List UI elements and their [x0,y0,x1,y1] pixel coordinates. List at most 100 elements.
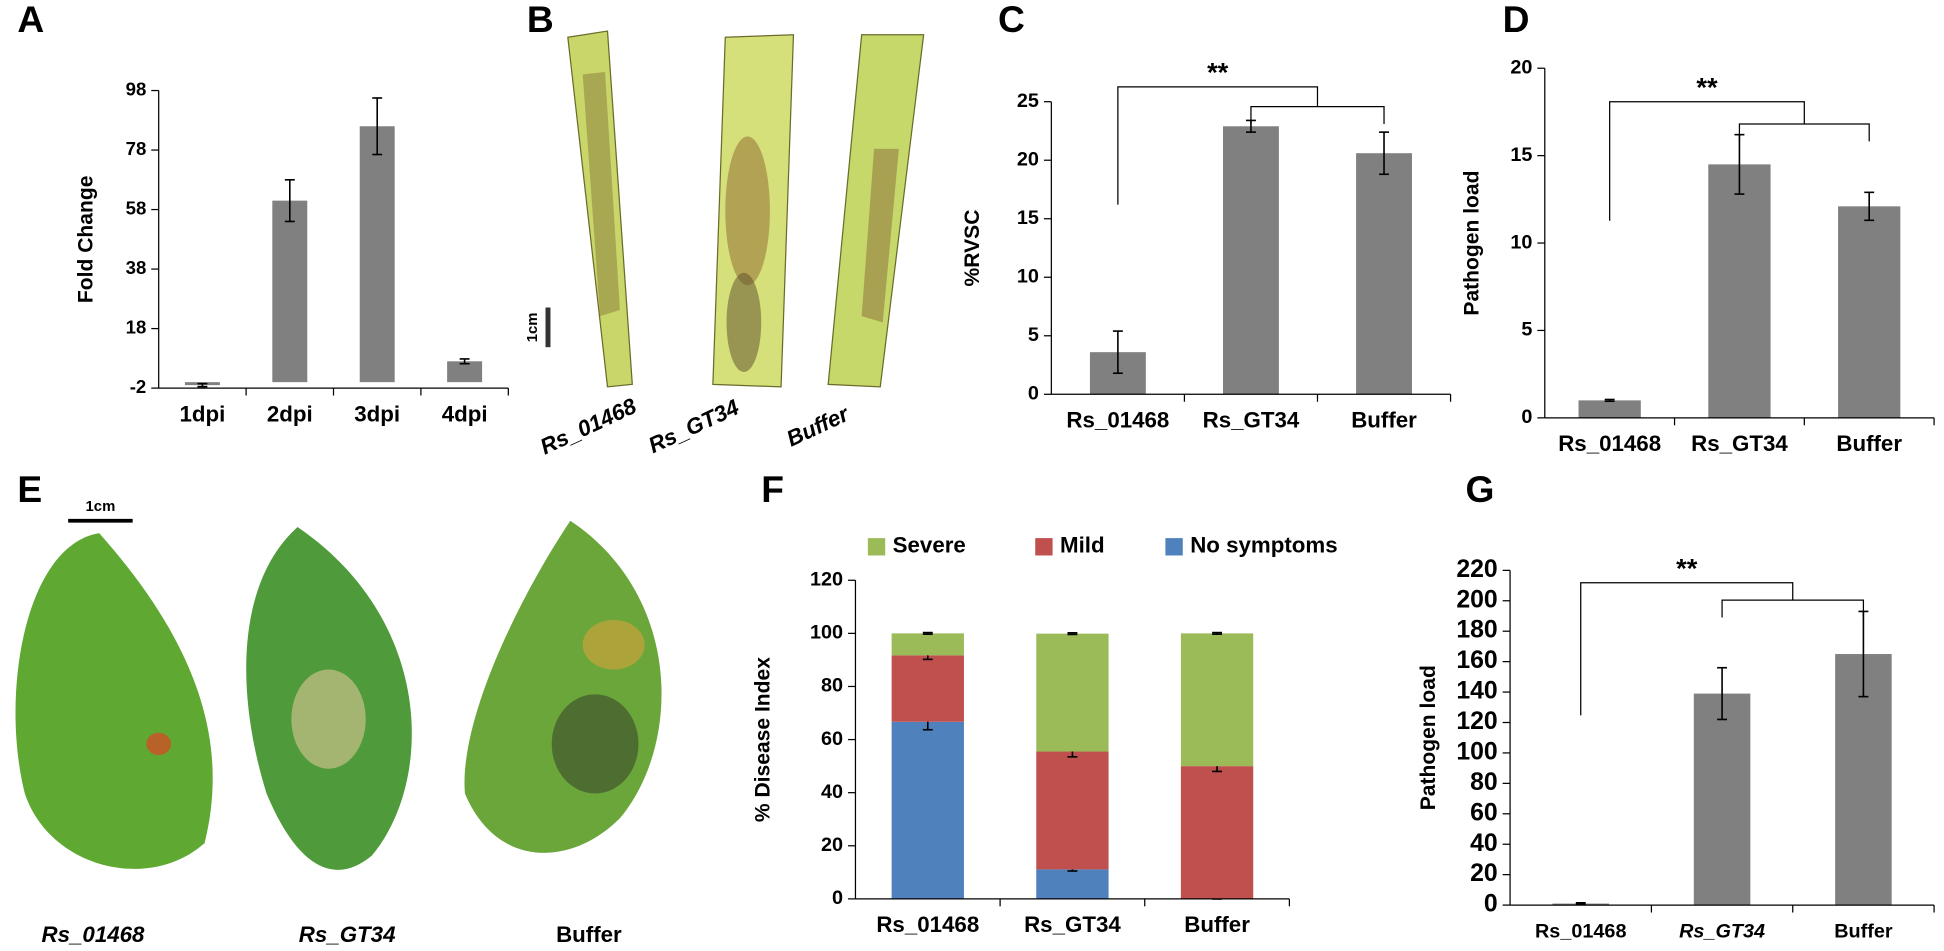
y-tick-label: 10 [1017,265,1039,287]
x-tick-label: Buffer [1836,431,1902,456]
y-tick-label: -2 [130,376,147,397]
y-tick-label: 100 [810,622,843,644]
x-tick-label: Rs_01468 [1535,921,1627,943]
x-tick-label: Buffer [1184,912,1250,937]
y-tick-label: 18 [126,316,147,337]
y-tick-label: 60 [1470,799,1498,826]
significance-bracket [1721,599,1865,618]
y-tick-label: 20 [1017,148,1039,170]
x-tick-label: 1dpi [179,401,225,426]
error-bar [284,179,295,223]
panel-letter: C [998,0,1025,40]
bar [1356,153,1412,395]
scale-label: 1cm [525,312,541,342]
y-tick-label: 15 [1017,207,1039,229]
error-bar [1604,398,1615,403]
bar [1223,126,1279,395]
x-tick-label: Buffer [1351,407,1417,432]
photo-label: Buffer [783,401,854,452]
y-tick-label: 140 [1456,678,1497,705]
y-tick-label: 58 [126,197,147,218]
x-tick-label: Rs_01468 [1066,407,1169,432]
significance-label: ** [1676,553,1698,584]
y-tick-label: 38 [126,257,147,278]
error-bar [1379,131,1389,176]
bar-segment [891,633,964,656]
y-tick-label: 60 [821,728,843,750]
panel-letter: G [1465,468,1494,510]
leaf-photos [15,518,662,870]
bar [359,126,395,383]
legend-swatch [1165,538,1183,556]
bar-segment [1036,633,1109,752]
legend-label: Severe [893,533,966,558]
x-tick-label: 4dpi [442,401,488,426]
y-axis-label: % Disease Index [751,657,774,822]
y-tick-label: 5 [1521,319,1532,341]
bar [1693,693,1751,906]
y-tick-label: 20 [1510,56,1532,78]
bar [1708,164,1771,418]
bar-segment [1180,766,1254,899]
y-tick-label: 40 [821,781,843,803]
y-tick-label: 0 [1484,891,1498,918]
x-tick-label: Rs_01468 [1558,431,1661,456]
significance-bracket [1738,123,1870,142]
y-tick-label: 120 [1456,708,1497,735]
panel-letter: D [1503,0,1530,40]
panel-letter: B [527,0,554,40]
bar [1578,400,1641,418]
photo-label: Rs_GT34 [299,922,396,947]
y-tick-label: 20 [821,834,843,856]
bar-segment [1036,869,1109,899]
photo-label: Rs_01468 [536,393,640,459]
significance-bracket [1580,582,1794,716]
bar-segment [1180,633,1254,767]
error-bar [922,631,933,635]
y-tick-label: 20 [1470,860,1498,887]
y-tick-label: 220 [1456,556,1497,583]
photo-label: Rs_01468 [42,922,146,947]
error-bar [1864,191,1875,222]
significance-label: ** [1696,72,1718,103]
y-axis-label: Pathogen load [1417,665,1440,810]
y-tick-label: 78 [126,138,147,159]
scale-label: 1cm [86,499,116,515]
legend-swatch [867,538,886,556]
y-tick-label: 160 [1456,647,1497,674]
error-bar [1717,666,1728,721]
y-tick-label: 0 [1521,406,1532,428]
bar-segment [1036,751,1109,870]
x-tick-label: Rs_GT34 [1691,431,1788,456]
photo-label: Rs_GT34 [645,394,744,458]
y-tick-label: 0 [832,887,843,909]
panel-letter: A [17,0,44,40]
x-tick-label: Rs_GT34 [1203,407,1300,432]
y-tick-label: 25 [1017,90,1039,112]
x-tick-label: 2dpi [267,401,313,426]
legend-label: Mild [1060,533,1105,558]
y-tick-label: 5 [1028,324,1039,346]
x-tick-label: 3dpi [354,401,400,426]
significance-label: ** [1207,57,1229,88]
y-tick-label: 15 [1510,144,1532,166]
significance-bracket [1250,106,1385,125]
legend-label: No symptoms [1190,533,1337,558]
error-bar [1575,902,1586,906]
x-tick-label: Buffer [1834,921,1893,943]
error-bar [1067,632,1078,636]
y-tick-label: 98 [126,78,147,99]
bar-segment [891,655,964,722]
y-tick-label: 0 [1028,383,1039,405]
stem-photos [545,30,925,388]
x-tick-label: Rs_01468 [876,912,979,937]
error-bar [1212,631,1223,635]
significance-bracket [1117,86,1319,205]
y-axis-label: %RVSC [961,210,984,287]
error-bar [197,382,208,388]
bar [1838,206,1901,418]
y-tick-label: 120 [810,568,843,590]
y-tick-label: 40 [1470,830,1498,857]
x-tick-label: Rs_GT34 [1024,912,1121,937]
y-axis-label: Fold Change [74,176,97,304]
